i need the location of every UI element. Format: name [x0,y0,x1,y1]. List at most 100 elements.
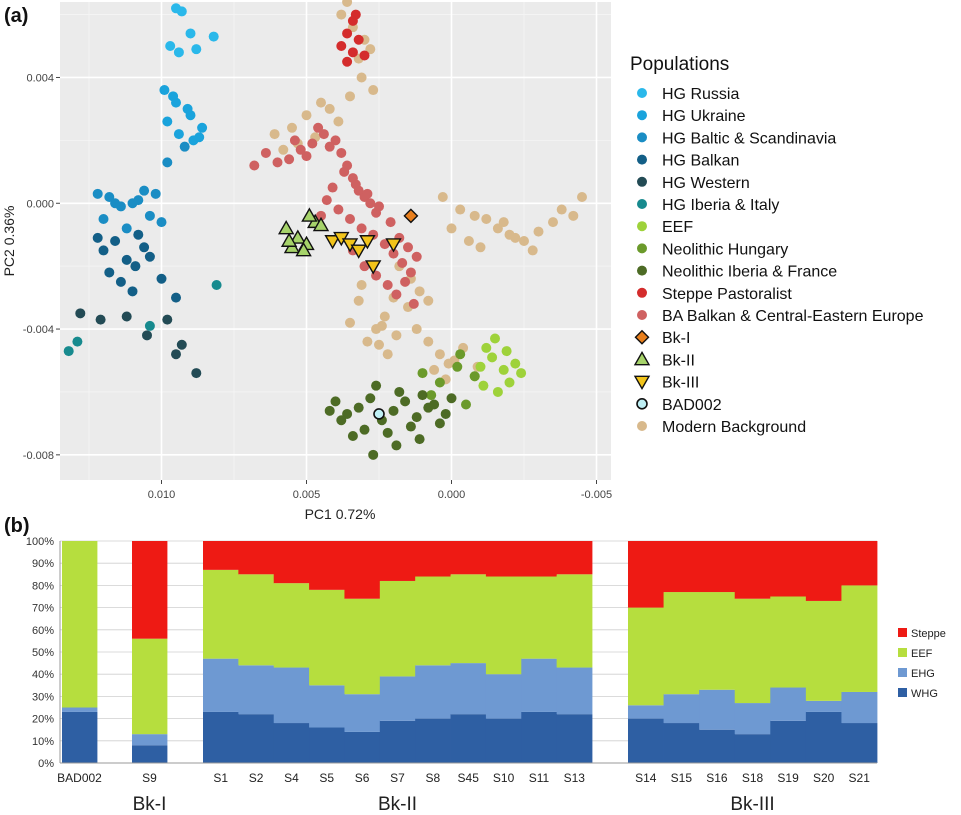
bar-segment-ehg [485,674,522,719]
bar-segment-steppe [663,541,700,593]
pca-points [63,0,587,460]
point-steppe-pastoralist [336,41,347,52]
point-ba-balkan-central-eastern-europe [356,223,367,234]
pca-legend: Populations HG Russia HG Ukraine HG Baltic… [630,54,924,436]
point-modern-background [556,204,567,215]
point-neolithic-hungary [461,399,471,410]
point-ba-balkan-central-eastern-europe [321,195,332,206]
point-steppe-pastoralist [342,56,353,67]
point-neolithic-hungary [426,390,437,401]
admixture-bar-chart: 0% 10% 20% 30% 40% 50% 60% 70% 80% 90% 100% BAD002… [26,536,946,815]
point-hg-ukraine [159,85,170,96]
point-neolithic-iberia-france [446,393,457,404]
point-hg-balkan [130,261,141,272]
point-modern-background [577,191,587,202]
pca-x-tick-label: 0.010 [148,489,176,501]
bar-segment-ehg [628,705,664,719]
bar-segment-steppe [309,541,345,590]
legend-key-hg-ukraine [637,110,647,121]
pca-plot: 0.010 0.005 0.000 -0.005 0.004 0.000 -0.004 -0.… [1,0,612,522]
point-neolithic-iberia-france [330,396,341,407]
bar-group-label: Bk-I [133,794,167,815]
point-hg-baltic-scandinavia [144,210,155,221]
point-ba-balkan-central-eastern-europe [316,210,326,221]
bar-segment-eef [238,574,275,666]
point-modern-background [533,226,544,237]
legend-key-hg-baltic-scandinavia [637,132,647,143]
bar-legend-label-steppe: Steppe [911,628,946,640]
pca-x-axis-label: PC1 0.72% [305,506,376,522]
bar-segment-eef [132,638,168,735]
bar-segment-eef [521,576,558,659]
point-modern-background [423,336,434,347]
legend-label-hg-western: HG Western [662,175,750,192]
bar-segment-eef [415,576,451,666]
point-modern-background [365,44,376,55]
bar-sample-label: S5 [319,771,334,785]
bar-segment-ehg [203,658,239,712]
point-steppe-pastoralist [353,34,364,45]
point-hg-baltic-scandinavia [179,141,190,152]
point-hg-balkan [104,267,115,278]
point-hg-baltic-scandinavia [162,157,173,168]
bar-segment-ehg [238,665,275,715]
point-bk-i [403,208,419,224]
legend-key-neolithic-iberia-france [637,265,647,276]
panel-b-label: (b) [4,515,30,537]
point-bk-iii [350,244,367,259]
point-hg-iberia-italy [72,336,83,347]
point-hg-balkan [98,245,109,256]
point-ba-balkan-central-eastern-europe [385,217,396,228]
bar-sample-label: S10 [493,771,515,785]
point-hg-balkan [115,276,126,287]
legend-key-hg-russia [637,88,647,98]
point-ba-balkan-central-eastern-europe [318,129,329,140]
point-hg-balkan [156,273,167,284]
bar-segment-ehg [273,667,310,724]
point-neolithic-iberia-france [359,424,370,435]
point-ba-balkan-central-eastern-europe [333,204,344,215]
point-bk-iii [385,238,402,253]
point-neolithic-iberia-france [388,405,399,416]
point-hg-balkan [110,236,121,246]
point-neolithic-iberia-france [382,427,393,438]
bar-segment-eef [699,592,736,690]
bar-segment-steppe [485,541,522,577]
point-hg-balkan [171,292,181,303]
point-bk-ii [295,242,312,257]
point-modern-background [568,210,579,221]
point-hg-baltic-scandinavia [150,188,161,199]
pca-x-tick-label: 0.000 [438,489,466,501]
point-neolithic-hungary [469,371,480,382]
pca-y-tick-label: -0.008 [23,450,54,462]
bar-x-axis: BAD002 S9 S1 S2 S4 S5 S6 S7 S8 S45 S10 S11 S13 S14 S15… [57,771,870,785]
bar-sample-label: S14 [635,771,657,785]
legend-label-bk-i: Bk-I [662,330,690,347]
bar-segment-eef [770,596,807,688]
pca-y-tick-label: 0.004 [26,72,54,84]
point-neolithic-hungary [452,361,463,372]
point-bk-iii [364,260,382,275]
bar-legend-swatch-steppe [898,628,907,637]
point-modern-background [429,364,440,375]
legend-key-bad002 [636,397,648,410]
legend-label-neolithic-hungary: Neolithic Hungary [662,241,788,258]
point-hg-western [162,314,173,325]
bar-y-tick-label: 50% [32,647,54,659]
point-eef [475,361,486,372]
bar-y-tick-label: 100% [26,536,54,548]
point-modern-background [481,213,492,224]
point-bk-ii [277,220,295,235]
bar-segment-steppe [805,541,842,601]
point-modern-background [368,85,379,96]
point-eef [504,377,515,388]
point-modern-background [376,320,387,331]
point-modern-background [269,129,280,140]
point-hg-russia [165,41,176,52]
point-ba-balkan-central-eastern-europe [249,160,260,171]
point-hg-russia [191,44,202,55]
point-modern-background [527,245,538,256]
point-eef [498,364,509,375]
bar-segment-ehg [699,689,736,730]
bar-segment-whg [62,711,98,763]
